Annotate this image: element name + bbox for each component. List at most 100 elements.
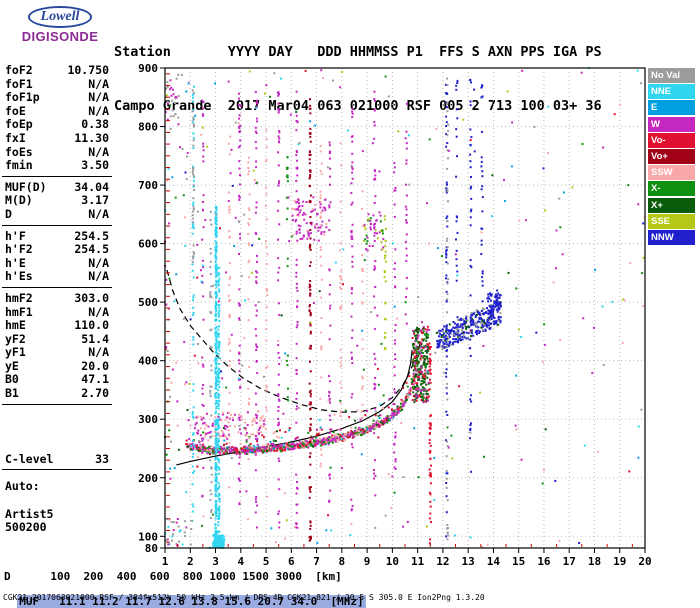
- param-value: 0.38: [81, 117, 109, 132]
- param-row-fmin: fmin 3.50: [2, 159, 112, 173]
- svg-text:4: 4: [237, 555, 244, 568]
- param-label: yE: [5, 358, 19, 373]
- svg-text:11: 11: [411, 555, 425, 568]
- param-group: foF2 10.750 foF1 N/A foF1p N/A foE N/A foEp 0.38 f…: [2, 63, 112, 177]
- param-label: fxI: [5, 130, 26, 145]
- param-label: foEs: [5, 144, 33, 159]
- param-row-hf: h'F 254.5: [2, 228, 112, 244]
- param-label: fmin: [5, 158, 33, 173]
- param-value: 3.17: [81, 193, 109, 208]
- svg-text:19: 19: [613, 555, 626, 568]
- param-label: hmF2: [5, 290, 33, 305]
- direction-color-legend: No Val NNE E W Vo- Vo+ SSW X- X+ SSE NNW: [648, 68, 695, 246]
- station-header: Station YYYY DAY DDD HHMMSS P1 FFS S AXN…: [114, 7, 602, 133]
- svg-text:18: 18: [588, 555, 601, 568]
- param-label: foF2: [5, 63, 33, 77]
- svg-text:17: 17: [563, 555, 576, 568]
- param-value: 3.50: [81, 158, 109, 173]
- svg-text:8: 8: [339, 555, 346, 568]
- param-value: N/A: [88, 345, 109, 360]
- legend-item-ssw: SSW: [648, 165, 695, 181]
- autoscaling-info: Auto: Artist5 500200: [2, 480, 112, 535]
- legend-item-vo+: Vo+: [648, 148, 695, 164]
- param-row-yf1: yF1 N/A: [2, 346, 112, 360]
- param-row-b0: B0 47.1: [2, 373, 112, 387]
- legend-item-vo-: Vo-: [648, 132, 695, 148]
- legend-item-e: E: [648, 100, 695, 116]
- param-value: N/A: [88, 90, 109, 105]
- param-label: h'F2: [5, 242, 33, 257]
- svg-text:300: 300: [138, 413, 158, 426]
- param-label: h'F: [5, 228, 26, 243]
- svg-text:16: 16: [537, 555, 551, 568]
- param-group: C-level 33: [2, 451, 112, 471]
- param-group: h'F 254.5 h'F2 254.5 h'E N/A h'Es N/A: [2, 228, 112, 288]
- param-row-b1: B1 2.70: [2, 386, 112, 401]
- param-value: 33: [95, 451, 109, 466]
- param-row-foes: foEs N/A: [2, 144, 112, 160]
- param-row-hes: h'Es N/A: [2, 270, 112, 284]
- true-height-profile-curve: [176, 350, 413, 466]
- param-value: 303.0: [74, 290, 109, 305]
- svg-text:9: 9: [364, 555, 371, 568]
- param-row-foep: foEp 0.38: [2, 118, 112, 132]
- logo-oval: Lowell: [27, 6, 93, 28]
- param-group: hmF2 303.0 hmF1 N/A hmE 110.0 yF2 51.4 yF1 N/A yE 2…: [2, 290, 112, 405]
- legend-item-x-: X-: [648, 181, 695, 197]
- parameter-panel: foF2 10.750 foF1 N/A foF1p N/A foE N/A foEp 0.38 f…: [2, 63, 112, 535]
- param-value: 110.0: [74, 318, 109, 333]
- svg-text:80: 80: [145, 542, 158, 555]
- svg-text:200: 200: [138, 472, 158, 485]
- param-row-fof1: foF1 N/A: [2, 76, 112, 92]
- svg-text:6: 6: [288, 555, 295, 568]
- major-ticks: [160, 67, 646, 553]
- param-row-yf2: yF2 51.4: [2, 331, 112, 347]
- param-label: foF1: [5, 76, 33, 91]
- param-row-md: M(D) 3.17: [2, 194, 112, 208]
- param-label: h'Es: [5, 269, 33, 284]
- param-label: MUF(D): [5, 179, 47, 194]
- param-label: foF1p: [5, 90, 40, 105]
- svg-text:20: 20: [638, 555, 651, 568]
- minor-ticks-red: [166, 73, 633, 547]
- param-label: foEp: [5, 117, 33, 132]
- param-value: 254.5: [74, 242, 109, 257]
- param-group: MUF(D) 34.04 M(D) 3.17 D N/A: [2, 179, 112, 226]
- param-value: N/A: [88, 76, 109, 91]
- header-values-line: Campo Grande 2017 Mar04 063 021000 RSF 0…: [114, 98, 602, 114]
- param-label: B1: [5, 386, 19, 401]
- svg-text:7: 7: [313, 555, 320, 568]
- svg-text:15: 15: [512, 555, 525, 568]
- param-row-hf2: h'F2 254.5: [2, 243, 112, 257]
- param-value: 10.750: [67, 63, 109, 77]
- svg-text:400: 400: [138, 355, 158, 368]
- param-label: yF2: [5, 331, 26, 346]
- param-label: h'E: [5, 255, 26, 270]
- svg-text:14: 14: [487, 555, 501, 568]
- param-label: D: [5, 206, 12, 221]
- auto-info-line: Artist5: [5, 506, 54, 521]
- svg-text:2: 2: [187, 555, 194, 568]
- param-value: 51.4: [81, 331, 109, 346]
- distance-row: D 100 200 400 600 800 1000 1500 3000 [km…: [4, 570, 342, 583]
- legend-item-nne: NNE: [648, 84, 695, 100]
- legend-item-x+: X+: [648, 197, 695, 213]
- echo-points: [164, 67, 646, 549]
- param-value: 2.70: [81, 386, 109, 401]
- svg-text:12: 12: [436, 555, 449, 568]
- header-columns-line: Station YYYY DAY DDD HHMMSS P1 FFS S AXN…: [114, 44, 602, 60]
- param-value: N/A: [88, 304, 109, 319]
- svg-text:600: 600: [138, 238, 158, 251]
- logo-brand-text: Lowell: [40, 9, 80, 24]
- auto-info-line: 500200: [5, 520, 47, 535]
- grid: [165, 68, 645, 548]
- param-label: M(D): [5, 193, 33, 208]
- param-row-mufd: MUF(D) 34.04: [2, 179, 112, 195]
- logo-product-text: DIGISONDE: [21, 29, 99, 44]
- param-value: N/A: [88, 144, 109, 159]
- svg-text:10: 10: [386, 555, 399, 568]
- param-value: N/A: [88, 103, 109, 118]
- param-row-ye: yE 20.0: [2, 358, 112, 374]
